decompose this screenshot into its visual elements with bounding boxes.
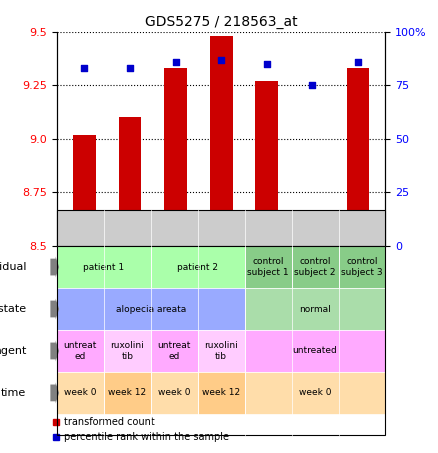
Text: patient 1: patient 1 xyxy=(83,263,124,271)
Text: individual: individual xyxy=(0,262,26,272)
Point xyxy=(127,64,134,72)
Text: agent: agent xyxy=(0,346,26,356)
Legend: transformed count, percentile rank within the sample: transformed count, percentile rank withi… xyxy=(49,413,233,446)
Text: alopecia areata: alopecia areata xyxy=(116,304,186,313)
Text: untreat
ed: untreat ed xyxy=(64,341,97,361)
Bar xyxy=(255,81,278,246)
Bar xyxy=(210,36,233,246)
Text: week 12: week 12 xyxy=(202,388,240,397)
Text: control
subject 2: control subject 2 xyxy=(294,257,336,277)
Text: week 0: week 0 xyxy=(64,388,97,397)
Bar xyxy=(346,68,370,246)
Text: week 0: week 0 xyxy=(299,388,331,397)
Bar xyxy=(119,117,141,246)
Bar xyxy=(301,242,324,246)
Text: control
subject 1: control subject 1 xyxy=(247,257,289,277)
Text: ruxolini
tib: ruxolini tib xyxy=(110,341,144,361)
Text: disease state: disease state xyxy=(0,304,26,314)
Text: time: time xyxy=(1,388,26,398)
Text: untreated: untreated xyxy=(293,347,337,356)
Text: week 12: week 12 xyxy=(108,388,146,397)
Title: GDS5275 / 218563_at: GDS5275 / 218563_at xyxy=(145,15,297,29)
Text: ruxolini
tib: ruxolini tib xyxy=(204,341,238,361)
Point xyxy=(81,64,88,72)
Point xyxy=(309,82,316,89)
Point xyxy=(172,58,179,65)
Point xyxy=(218,56,225,63)
Text: control
subject 3: control subject 3 xyxy=(341,257,383,277)
Point xyxy=(355,58,362,65)
Text: normal: normal xyxy=(299,304,331,313)
Text: untreat
ed: untreat ed xyxy=(158,341,191,361)
Point xyxy=(263,60,270,67)
Text: patient 2: patient 2 xyxy=(177,263,218,271)
Bar xyxy=(164,68,187,246)
Text: week 0: week 0 xyxy=(158,388,191,397)
Bar xyxy=(73,135,96,246)
